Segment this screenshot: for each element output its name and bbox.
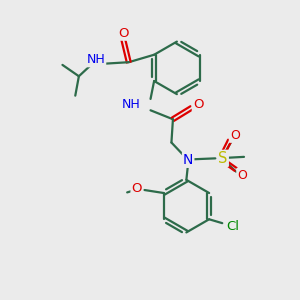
Text: N: N [183,153,193,167]
Text: NH: NH [86,53,105,66]
Text: NH: NH [122,98,141,111]
Text: S: S [218,151,228,166]
Text: O: O [237,169,247,182]
Text: Cl: Cl [226,220,239,232]
Text: O: O [118,27,129,40]
Text: O: O [193,98,203,111]
Text: O: O [131,182,142,195]
Text: O: O [230,129,240,142]
